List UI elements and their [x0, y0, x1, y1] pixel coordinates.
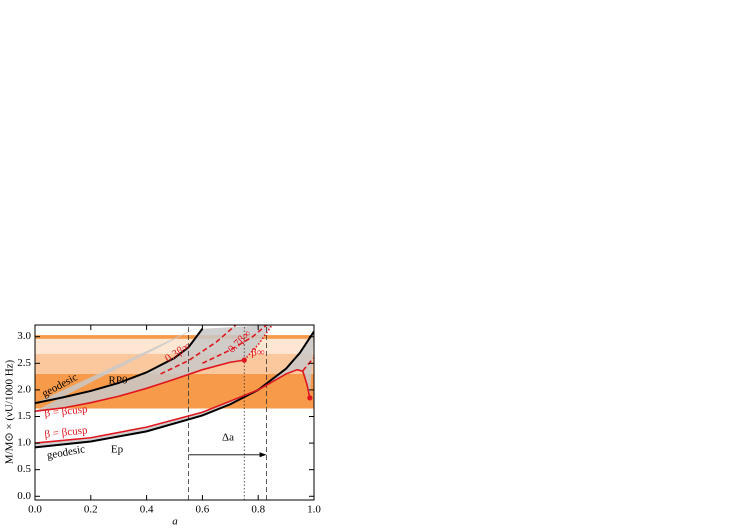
annotation: β∞ — [251, 347, 265, 359]
curve — [35, 330, 314, 449]
y-axis-label: M/M⊙ × (νU/1000 Hz) — [4, 359, 16, 464]
x-tick-label: 0.6 — [196, 504, 210, 516]
x-tick-label: 0.2 — [84, 504, 98, 516]
y-tick-label: 3.0 — [17, 330, 31, 342]
annotation: Ep — [111, 444, 124, 456]
x-tick-label: 0.0 — [28, 504, 42, 516]
end-point — [307, 395, 313, 401]
curve — [202, 325, 268, 365]
x-tick-label: 0.4 — [140, 504, 154, 516]
annotation: RP0 — [109, 375, 128, 387]
curve — [35, 359, 245, 412]
y-tick-label: 1.0 — [17, 437, 31, 449]
y-tick-label: 0.0 — [17, 490, 31, 502]
curve — [35, 328, 204, 405]
plot-area — [35, 325, 314, 500]
annotation: β = βcusp — [44, 403, 89, 419]
annotation: Δa — [222, 432, 234, 444]
frame — [34, 324, 315, 501]
curve — [302, 357, 314, 372]
curve — [35, 368, 311, 444]
x-tick-label: 0.8 — [251, 504, 265, 516]
end-point — [241, 357, 247, 363]
shaded-region — [35, 325, 273, 412]
arrow-head — [259, 452, 267, 458]
y-tick-label: 1.5 — [17, 410, 31, 422]
band — [35, 335, 314, 339]
y-tick-label: 0.5 — [17, 463, 31, 475]
x-tick-label: 1.0 — [307, 504, 321, 516]
x-axis-label: a — [172, 516, 178, 528]
annotation: β = βcusp — [44, 424, 89, 440]
y-tick-label: 2.5 — [17, 357, 31, 369]
y-tick-label: 2.0 — [17, 383, 31, 395]
